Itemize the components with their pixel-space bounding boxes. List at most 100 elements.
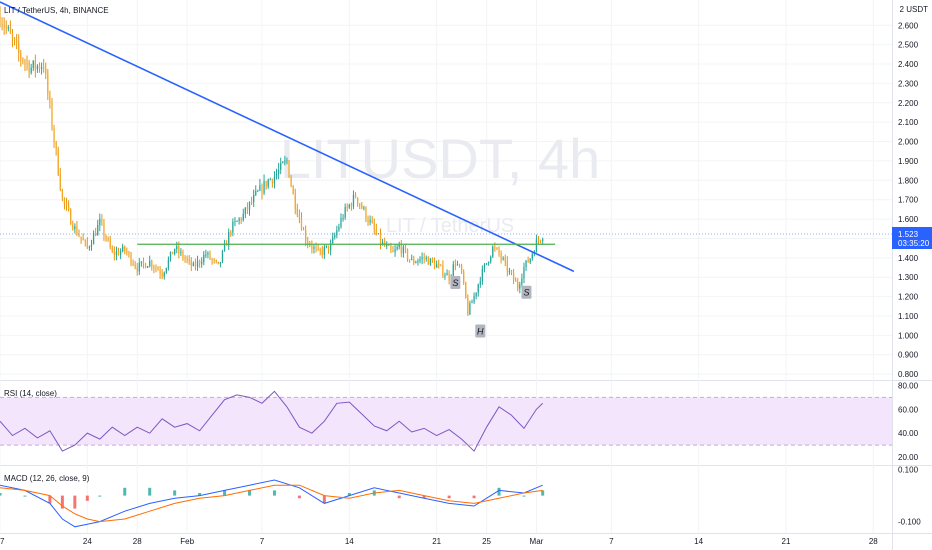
bar-countdown: 03:35:20	[898, 239, 930, 248]
candle-body	[115, 251, 118, 256]
candle-body	[80, 236, 82, 239]
rsi-band	[0, 397, 892, 446]
candle-body	[159, 270, 161, 274]
candle-body	[144, 263, 147, 268]
candle-body	[286, 160, 288, 162]
candle-body	[26, 62, 28, 64]
candle-body	[217, 261, 219, 264]
candle-body	[527, 260, 529, 263]
candle-body	[151, 260, 153, 268]
candle-body	[365, 207, 367, 220]
price-tick-label: 1.000	[898, 331, 919, 340]
candle-body	[223, 243, 226, 251]
candle-body	[0, 15, 1, 25]
candle-body	[438, 264, 440, 266]
candle-body	[444, 275, 446, 277]
price-tick-label: 1.300	[898, 273, 919, 282]
rsi-tick-label: 20.00	[898, 453, 919, 462]
price-tick-label: 2.300	[898, 79, 919, 88]
candle-body	[53, 127, 55, 142]
candle-body	[167, 259, 170, 268]
candle-body	[43, 67, 45, 69]
candle-body	[20, 53, 22, 59]
candle-body	[242, 213, 244, 221]
candle-body	[485, 262, 488, 265]
candle-body	[398, 244, 400, 248]
macd-histogram-bar	[85, 495, 89, 501]
candle-body	[234, 221, 236, 223]
pattern-label: S	[523, 288, 529, 298]
price-tick-label: 0.900	[898, 351, 919, 360]
time-axis[interactable]: 17 24 28 Feb 7 14 21 25 Mar 7 14 21 28	[0, 537, 878, 546]
candle-body	[261, 185, 263, 194]
macd-histogram-bar	[397, 495, 401, 499]
price-axis[interactable]: 2.600 2.500 2.400 2.300 2.200 2.100 2.000 1.900…	[892, 21, 932, 379]
candle-body	[521, 278, 523, 285]
candle-body	[101, 218, 103, 224]
candle-body	[319, 249, 321, 251]
candle-body	[288, 160, 290, 178]
candle-body	[454, 264, 457, 266]
candle-body	[421, 257, 423, 260]
pattern-label: S	[452, 278, 458, 288]
last-price-value: 1.523	[898, 230, 919, 239]
symbol-title: LIT / TetherUS, 4h, BINANCE	[4, 6, 109, 15]
candle-body	[194, 263, 197, 267]
candle-body	[537, 239, 540, 241]
macd-histogram-bar	[297, 495, 301, 499]
price-tick-label: 2.000	[898, 138, 919, 147]
candle-body	[323, 246, 326, 255]
candle-body	[18, 42, 20, 54]
candle-body	[300, 218, 303, 230]
candle-body	[78, 234, 80, 237]
drawings[interactable]: S H S	[0, 1, 892, 338]
macd-histogram-bar	[60, 495, 64, 509]
candle-body	[356, 197, 359, 204]
candle-body	[236, 220, 238, 222]
candle-body	[82, 238, 84, 241]
candle-body	[273, 176, 276, 184]
candle-body	[128, 252, 130, 254]
candle-body	[392, 249, 394, 253]
candle-body	[315, 247, 317, 249]
macd-histogram-bar	[447, 495, 451, 499]
candle-body	[257, 190, 259, 192]
candle-body	[84, 240, 86, 242]
pattern-label: H	[477, 326, 484, 336]
candle-body	[408, 259, 411, 261]
candle-body	[334, 235, 336, 238]
candle-body	[126, 250, 128, 253]
candle-body	[290, 177, 292, 186]
candle-body	[122, 246, 124, 252]
candle-body	[415, 262, 417, 264]
candle-body	[186, 258, 188, 260]
macd-histogram-bar	[541, 490, 545, 496]
macd-histogram-bar	[422, 495, 426, 499]
candle-body	[329, 243, 332, 251]
trendline	[0, 1, 575, 273]
candle-body	[192, 263, 195, 266]
price-tick-label: 2.400	[898, 60, 919, 69]
rsi-pane[interactable]: 80.00 60.00 40.00 20.00	[0, 381, 919, 462]
candles	[0, 6, 544, 316]
candle-body	[381, 242, 384, 245]
candle-body	[205, 254, 207, 256]
candle-body	[171, 251, 174, 255]
rsi-tick-label: 80.00	[898, 381, 919, 390]
candle-body	[302, 229, 305, 231]
macd-pane[interactable]: 0.100 -0.100	[0, 466, 921, 528]
pattern-label-box	[450, 276, 461, 290]
candle-body	[471, 301, 473, 304]
candle-body	[458, 264, 461, 266]
candle-body	[259, 185, 261, 191]
price-tick-label: 1.200	[898, 293, 919, 302]
currency-label[interactable]: 2 USDT	[900, 5, 929, 14]
candle-body	[263, 181, 265, 194]
x-tick-label: 21	[782, 537, 791, 546]
candle-body	[429, 258, 432, 265]
price-tick-label: 2.200	[898, 99, 919, 108]
price-tick-label: 2.100	[898, 118, 919, 127]
x-tick-label: 14	[694, 537, 703, 546]
candle-body	[477, 284, 479, 293]
